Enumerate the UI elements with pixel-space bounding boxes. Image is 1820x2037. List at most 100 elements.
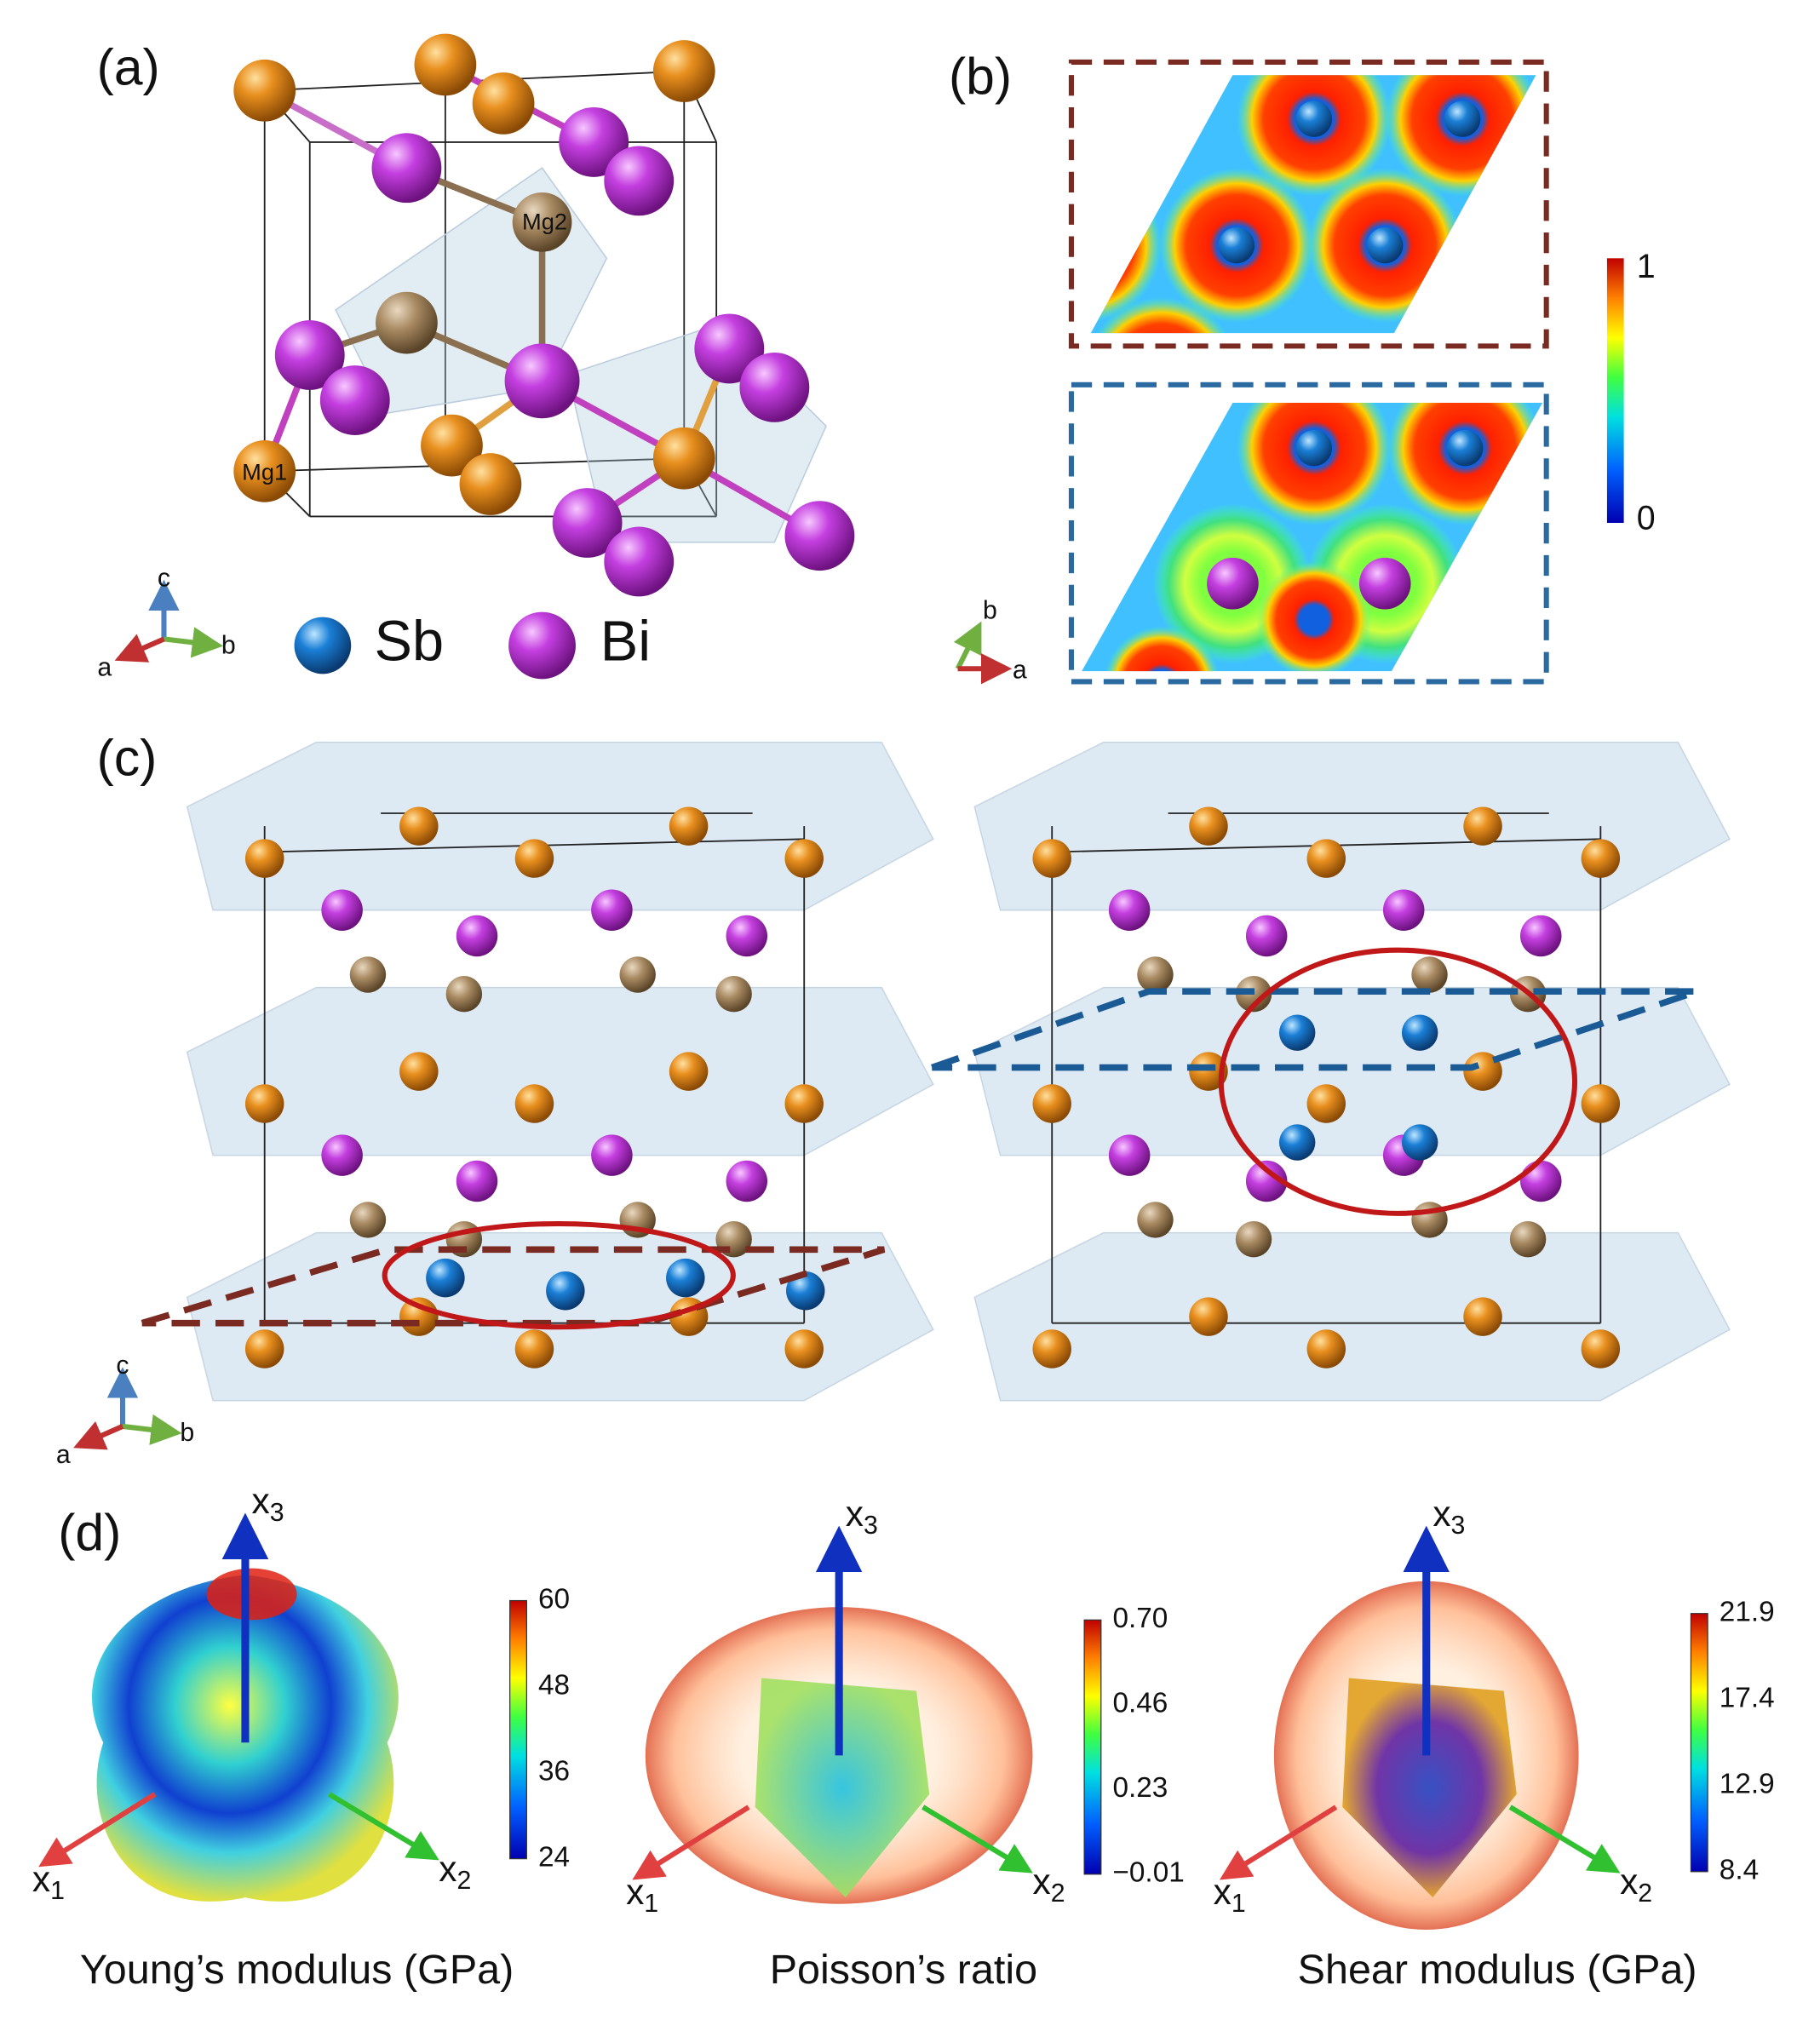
axis-main: x	[626, 1872, 644, 1912]
caption: Poisson’s ratio	[770, 1947, 1037, 1993]
polyhedron-slab	[186, 741, 934, 911]
atom	[591, 1134, 633, 1176]
colorbar-label: 48	[538, 1669, 570, 1701]
atom	[652, 427, 715, 490]
atom	[1207, 557, 1259, 610]
surface-peak	[206, 1568, 297, 1621]
panel-label: (a)	[97, 38, 160, 96]
line	[953, 621, 982, 670]
colorbar	[1690, 1613, 1708, 1873]
axis-main: x	[1620, 1862, 1638, 1902]
colorbar-label: 0.70	[1112, 1603, 1168, 1634]
atom	[233, 59, 296, 122]
colorbar-label: 24	[538, 1841, 570, 1873]
atom	[1235, 1220, 1272, 1258]
atom	[514, 1084, 554, 1123]
atom	[784, 839, 824, 878]
colorbar-label: −0.01	[1112, 1857, 1184, 1889]
atom	[1295, 100, 1333, 137]
atom	[1401, 1014, 1438, 1051]
atom	[546, 1271, 585, 1311]
polyhedron-slab	[973, 1231, 1731, 1402]
atom	[508, 611, 576, 680]
polyhedron-slab	[186, 1231, 934, 1402]
contour-peak	[1103, 626, 1220, 672]
atom	[1032, 1084, 1071, 1123]
colorbar-label: 60	[538, 1583, 570, 1615]
axis-label: x1	[32, 1859, 65, 1905]
atom	[784, 1084, 824, 1123]
axis-main: x	[32, 1859, 50, 1899]
polyhedron-slab	[973, 986, 1731, 1156]
atom	[421, 414, 483, 477]
axis-sub: 1	[644, 1890, 658, 1918]
polyhedron-slab	[973, 741, 1731, 911]
atom	[1295, 429, 1333, 467]
atom	[1137, 1202, 1174, 1238]
atom	[669, 1052, 709, 1091]
atom	[726, 1160, 768, 1202]
atom	[456, 1160, 498, 1202]
atom	[786, 1271, 825, 1311]
panel-label: (b)	[949, 47, 1012, 105]
atom	[1581, 839, 1621, 878]
axis-label: x2	[439, 1849, 471, 1895]
axis-sub: 3	[270, 1499, 284, 1527]
atom	[1306, 839, 1346, 878]
atom	[349, 956, 387, 993]
atom	[604, 146, 675, 216]
line	[38, 1792, 157, 1868]
atom	[1245, 915, 1288, 957]
atom	[1463, 1297, 1502, 1336]
atom	[1463, 1052, 1502, 1091]
axis-label: x3	[846, 1494, 878, 1540]
axis-label: c	[158, 565, 170, 593]
atom	[726, 915, 768, 957]
axis-main: x	[1214, 1872, 1232, 1912]
plane	[931, 988, 1699, 1071]
atom	[244, 839, 284, 878]
panel-label: (d)	[58, 1503, 121, 1561]
line	[1508, 1805, 1621, 1873]
atom	[1367, 227, 1404, 264]
atom	[459, 453, 522, 515]
atom	[1137, 956, 1174, 993]
axis-label: x1	[1214, 1872, 1246, 1918]
atom	[715, 975, 752, 1013]
atom	[739, 352, 810, 422]
atom	[376, 291, 438, 354]
atom	[456, 915, 498, 957]
contour-peak	[1090, 296, 1239, 334]
colorbar-label: 17.4	[1720, 1683, 1775, 1714]
axis-label: b	[983, 597, 997, 625]
colorbar	[509, 1599, 527, 1860]
contour-peak	[1458, 168, 1536, 324]
axis-sub: 1	[50, 1877, 65, 1905]
colorbar-label: 12.9	[1720, 1769, 1775, 1800]
atom	[514, 1329, 554, 1369]
atom-label: Mg1	[242, 459, 287, 485]
line	[164, 627, 224, 658]
atom	[1032, 1329, 1071, 1369]
axis-main: x	[846, 1494, 864, 1534]
axis-label: x2	[1032, 1862, 1065, 1908]
line	[921, 1805, 1033, 1873]
axis-sub: 2	[457, 1867, 472, 1895]
atom	[244, 1084, 284, 1123]
axis-sub: 2	[1638, 1879, 1652, 1908]
atom	[1401, 1124, 1438, 1161]
panel-label: (c)	[97, 728, 158, 786]
highlight	[1218, 947, 1578, 1216]
surface	[755, 1678, 930, 1898]
axis-main: x	[1032, 1862, 1050, 1902]
axis-label: x2	[1620, 1862, 1652, 1908]
colorbar-label: 21.9	[1720, 1597, 1775, 1628]
surface	[1342, 1678, 1517, 1898]
line	[122, 1414, 182, 1445]
colorbar-label: 1	[1637, 248, 1656, 285]
axis-sub: 3	[1451, 1512, 1466, 1540]
atom	[399, 806, 439, 846]
atom	[784, 501, 855, 571]
atom	[1306, 1084, 1346, 1123]
